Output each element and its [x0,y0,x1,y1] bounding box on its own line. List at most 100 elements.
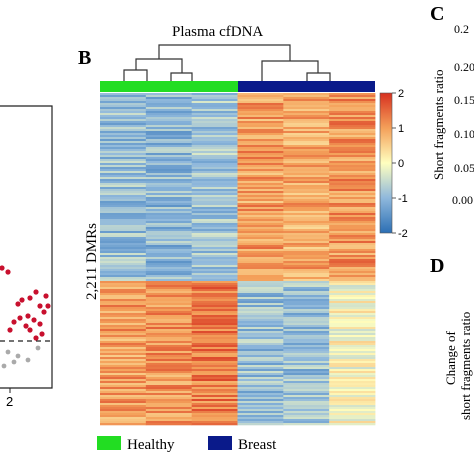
heatmap-cell [329,235,376,238]
heatmap-cell [100,375,147,378]
heatmap-cell [329,175,376,178]
heatmap-cell [329,395,376,398]
heatmap-cell [237,323,284,326]
heatmap-cell [145,219,193,222]
heatmap-cell [100,279,147,282]
heatmap-cell [283,279,330,282]
heatmap-cell [329,309,376,312]
heatmap-cell [283,317,330,320]
heatmap-cell [329,165,376,168]
heatmap-cell [237,185,284,188]
heatmap-cell [191,251,238,254]
heatmap-cell [283,205,330,208]
heatmap-cell [237,163,284,166]
heatmap-cell [329,353,376,356]
heatmap-cell [329,339,376,342]
heatmap-cell [237,183,284,186]
heatmap-cell [191,305,238,308]
heatmap-cell [329,403,376,406]
heatmap-cell [237,399,284,402]
heatmap-cell [329,305,376,308]
heatmap-cell [145,253,193,256]
heatmap-cell [283,267,330,270]
heatmap-cell [237,167,284,170]
heatmap-cell [237,385,284,388]
heatmap-cell [100,359,147,362]
heatmap-cell [100,221,147,224]
heatmap-cell [237,379,284,382]
heatmap-cell [100,133,147,136]
heatmap-cell [145,193,193,196]
heatmap-cell [329,219,376,222]
heatmap-cell [329,221,376,224]
heatmap-cell [237,139,284,142]
colorbar-tick-label: -2 [398,228,408,240]
heatmap-cell [191,269,238,272]
heatmap-cell [145,379,193,382]
heatmap-cell [237,93,284,96]
heatmap-cell [237,229,284,232]
heatmap-cell [329,347,376,350]
heatmap-cell [145,127,193,130]
heatmap-cell [191,211,238,214]
scatter-point-significant [27,327,33,333]
heatmap-cell [237,313,284,316]
heatmap-cell [283,245,330,248]
scatter-point-significant [33,289,39,295]
heatmap-cell [237,341,284,344]
heatmap-cell [145,367,193,370]
heatmap-cell [100,269,147,272]
heatmap-cell [283,271,330,274]
heatmap-cell [145,213,193,216]
left-panel-x-tick-label: 2 [6,394,13,409]
heatmap-cell [283,355,330,358]
heatmap-cell [191,169,238,172]
heatmap-cell [191,227,238,230]
heatmap-cell [283,415,330,418]
heatmap-cell [329,421,376,424]
heatmap-cell [329,325,376,328]
heatmap-cell [237,285,284,288]
heatmap-cell [100,287,147,290]
heatmap-cell [237,179,284,182]
heatmap-cell [191,97,238,100]
heatmap-cell [237,317,284,320]
scatter-point-significant [43,293,49,299]
heatmap-cell [145,117,193,120]
heatmap-cell [283,277,330,280]
heatmap-cell [237,275,284,278]
heatmap-cell [145,263,193,266]
heatmap-cell [329,135,376,138]
heatmap-cell [329,293,376,296]
heatmap-cell [145,161,193,164]
panel-c-ylabel: Short fragments ratio [431,70,446,180]
heatmap-cell [145,257,193,260]
heatmap-cell [100,247,147,250]
heatmap-cell [100,323,147,326]
heatmap-cell [237,131,284,134]
heatmap-cell [329,183,376,186]
heatmap-cell [100,265,147,268]
heatmap-cell [283,217,330,220]
heatmap-cell [329,409,376,412]
heatmap-cell [100,349,147,352]
group-bar-breast [238,81,375,92]
heatmap-cell [191,115,238,118]
heatmap-cell [191,309,238,312]
panel-b: B Plasma cfDNA 2,211 DMRs 2 1 0 -1 -2 Health… [78,24,408,453]
dendrogram-branch [261,60,319,81]
heatmap-cell [100,301,147,304]
heatmap-cell [191,389,238,392]
heatmap-cell [145,169,193,172]
heatmap-cell [145,99,193,102]
heatmap-cell [191,303,238,306]
heatmap-cell [145,237,193,240]
heatmap-cell [191,337,238,340]
scatter-point-significant [39,331,45,337]
heatmap-cell [100,283,147,286]
heatmap-cell [191,125,238,128]
heatmap-cell [237,277,284,280]
heatmap-cell [191,375,238,378]
heatmap-cell [329,285,376,288]
heatmap-cell [329,111,376,114]
